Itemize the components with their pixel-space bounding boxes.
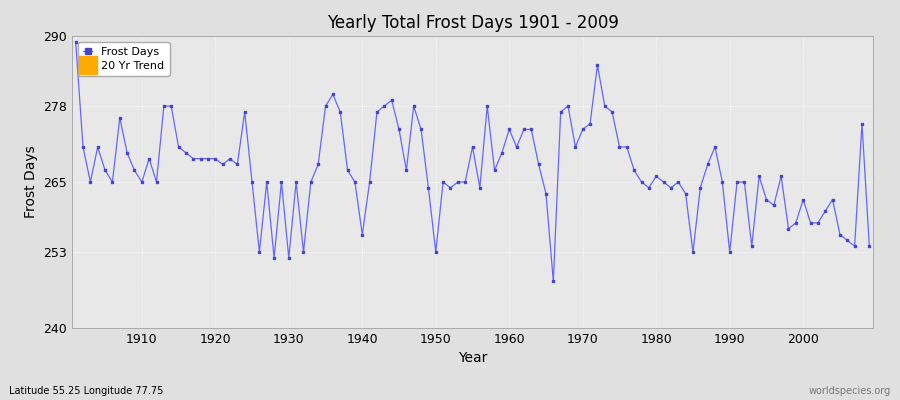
Title: Yearly Total Frost Days 1901 - 2009: Yearly Total Frost Days 1901 - 2009 (327, 14, 618, 32)
Y-axis label: Frost Days: Frost Days (23, 146, 38, 218)
Frost Days (504, 127, 515, 132)
Text: worldspecies.org: worldspecies.org (809, 386, 891, 396)
Frost Days (864, 244, 875, 249)
Frost Days (599, 104, 610, 108)
Frost Days (548, 279, 559, 284)
X-axis label: Year: Year (458, 352, 487, 366)
Frost Days (497, 150, 508, 155)
Line: Frost Days: Frost Days (75, 41, 870, 282)
Frost Days (335, 110, 346, 114)
Frost Days (291, 180, 302, 184)
Frost Days (70, 40, 81, 44)
Frost Days (129, 168, 140, 173)
Legend: Frost Days, 20 Yr Trend: Frost Days, 20 Yr Trend (77, 42, 169, 76)
Text: Latitude 55.25 Longitude 77.75: Latitude 55.25 Longitude 77.75 (9, 386, 164, 396)
